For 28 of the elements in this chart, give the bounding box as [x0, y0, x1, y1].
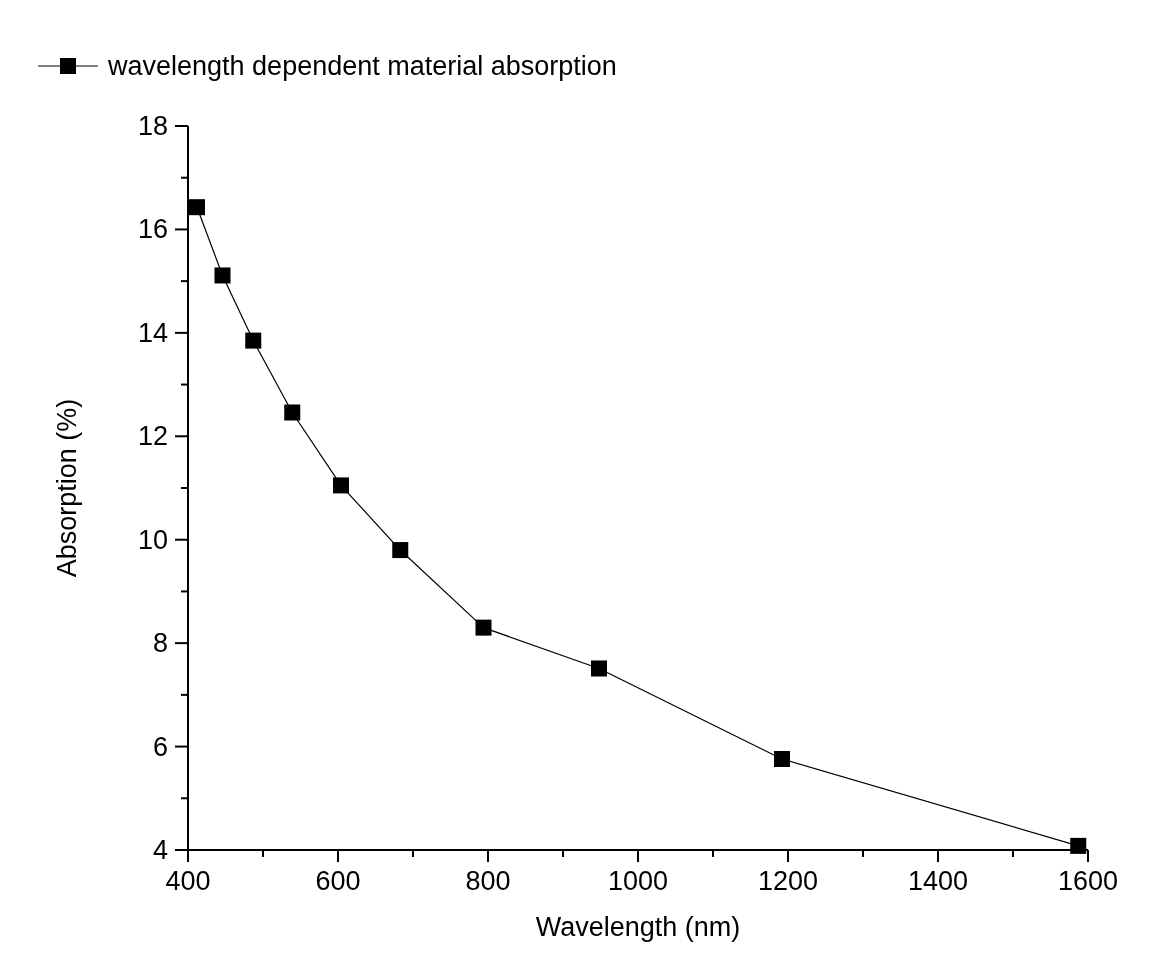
x-tick-label: 1600 — [1057, 866, 1119, 896]
point — [774, 750, 790, 767]
y-axis-title: Absorption (%) — [52, 398, 82, 578]
x-tick-label: 1200 — [757, 866, 819, 896]
x-tick-label: 600 — [315, 866, 361, 896]
point — [189, 199, 205, 216]
y-tick-label: 6 — [152, 731, 168, 762]
y-tick-label: 14 — [137, 317, 168, 348]
x-tick-label: 800 — [465, 866, 511, 896]
point — [245, 332, 262, 349]
point — [1070, 837, 1087, 854]
y-tick-label: 16 — [137, 214, 168, 245]
x-axis-title: Wavelength (nm) — [535, 912, 741, 942]
point — [333, 477, 349, 494]
point — [591, 660, 607, 677]
y-tick-label: 4 — [152, 835, 168, 865]
x-tick-label: 1400 — [907, 866, 969, 896]
point — [214, 267, 231, 284]
point — [475, 619, 492, 636]
legend-label: wavelength dependent material absorption — [107, 51, 617, 81]
y-tick-label: 18 — [137, 111, 168, 141]
x-tick-label: 400 — [165, 866, 211, 896]
x-tick-label: 1000 — [607, 866, 669, 896]
y-tick-label: 8 — [152, 628, 168, 659]
y-tick-label: 12 — [137, 421, 168, 452]
point — [284, 404, 301, 421]
y-tick-label: 10 — [137, 524, 168, 555]
point — [392, 542, 409, 559]
